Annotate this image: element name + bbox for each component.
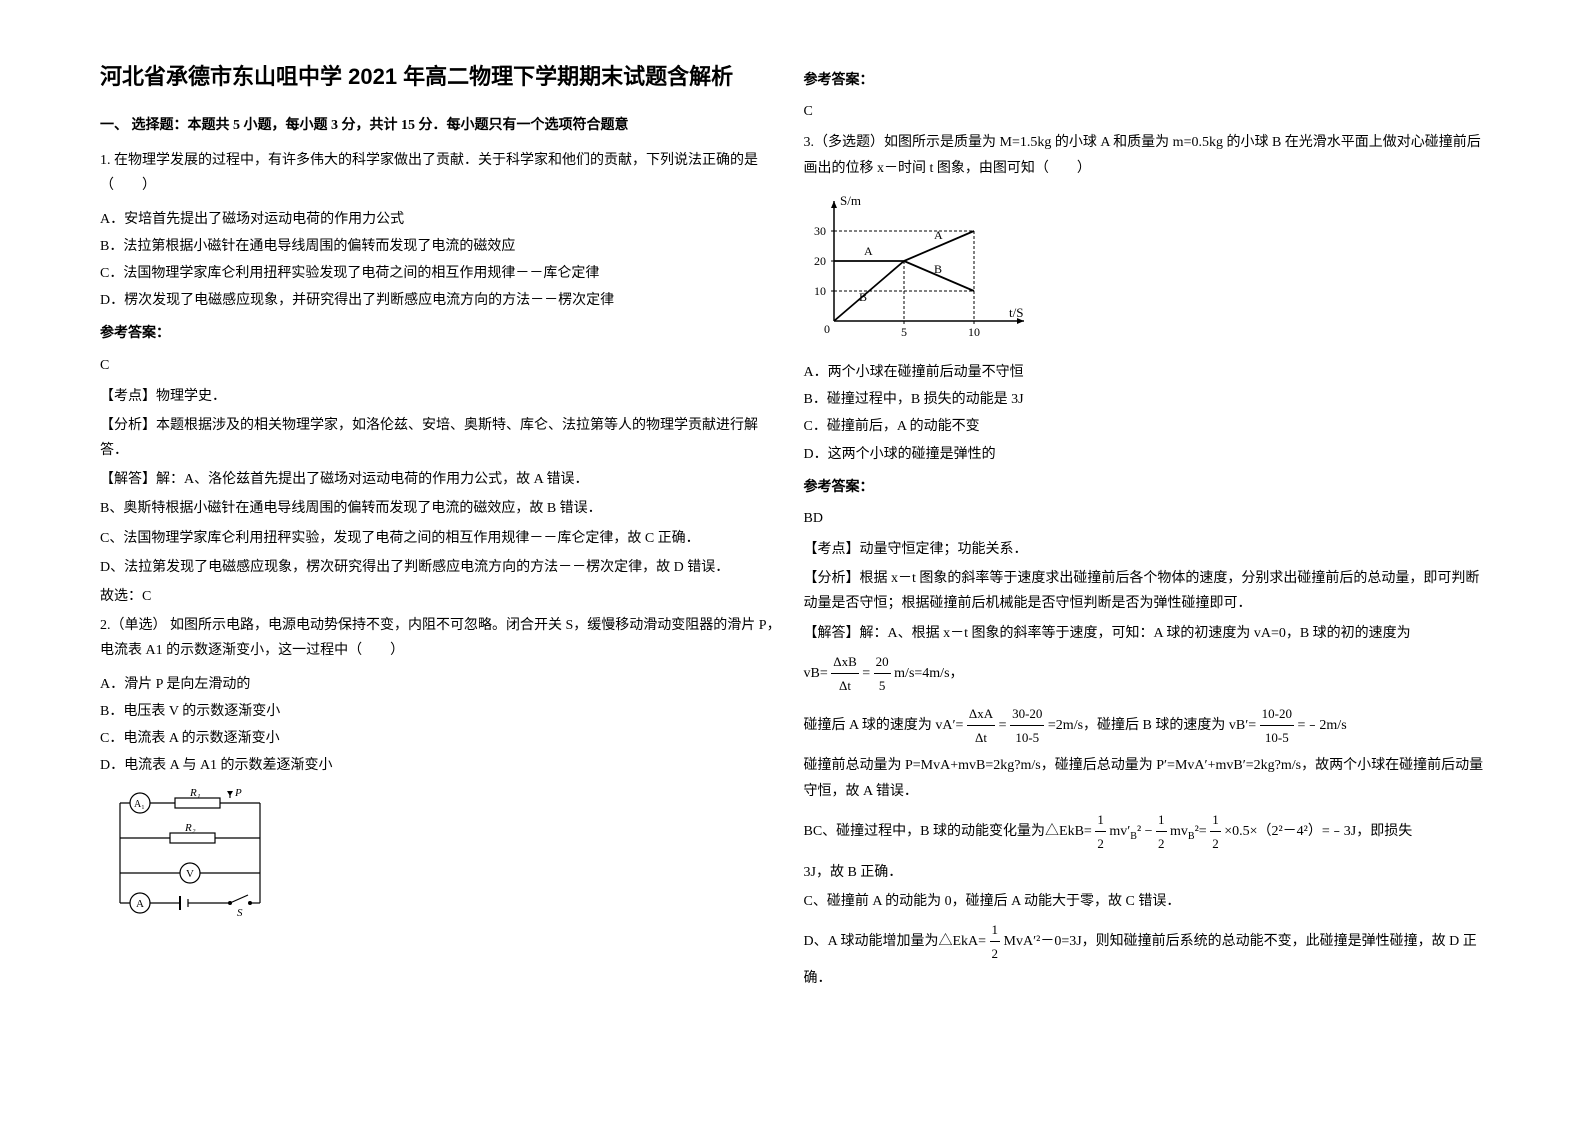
label-s: S xyxy=(237,907,243,918)
bc-calc: ×0.5×（2²－4²）=﹣3J，即损失 xyxy=(1224,824,1412,839)
vb-prime-fraction: 10-20 10-5 xyxy=(1260,702,1294,750)
q2-option-a: A．滑片 P 是向左滑动的 xyxy=(100,672,784,697)
label-p: P xyxy=(234,788,242,799)
label-line-b-before: B xyxy=(859,290,867,304)
q3-analysis: 【分析】根据 x－t 图象的斜率等于速度求出碰撞前后各个物体的速度，分别求出碰撞… xyxy=(804,566,1488,616)
q3-va-prime-formula: 碰撞后 A 球的速度为 vA′= ΔxA Δt = 30-20 10-5 =2m… xyxy=(804,702,1488,750)
q1-option-d: D．楞次发现了电磁感应现象，并研究得出了判断感应电流方向的方法－－楞次定律 xyxy=(100,288,784,313)
q2-answer: C xyxy=(804,99,1488,124)
q3-option-c: C．碰撞前后，A 的动能不变 xyxy=(804,414,1488,439)
q1-analysis: 【分析】本题根据涉及的相关物理学家，如洛伦兹、安培、奥斯特、库仑、法拉第等人的物… xyxy=(100,413,784,463)
q3-vb-formula: vB= ΔxB Δt = 20 5 m/s=4m/s， xyxy=(804,650,1488,698)
bc-half-3: 1 2 xyxy=(1210,808,1221,856)
q3-answer: BD xyxy=(804,506,1488,531)
q1-solution-d: D、法拉第发现了电磁感应现象，楞次研究得出了判断感应电流方向的方法－－楞次定律，… xyxy=(100,555,784,580)
ylabel: S/m xyxy=(840,193,861,208)
q2-option-d: D．电流表 A 与 A1 的示数差逐渐变小 xyxy=(100,753,784,778)
va-prime-fraction-1: ΔxA Δt xyxy=(967,702,995,750)
ytick-20: 20 xyxy=(814,254,826,268)
graph-figure: S/m t/S 0 10 20 30 5 10 A A xyxy=(804,191,1488,350)
q1-option-a: A．安培首先提出了磁场对运动电荷的作用力公式 xyxy=(100,207,784,232)
vb-prefix: vB= xyxy=(804,666,828,681)
label-line-b-after: B xyxy=(934,262,942,276)
q1-option-c: C．法国物理学家库仑利用扭秤实验发现了电荷之间的相互作用规律－－库仑定律 xyxy=(100,261,784,286)
q1-answer-label: 参考答案： xyxy=(100,321,784,346)
origin-label: 0 xyxy=(824,322,830,336)
question-3-stem: 3.（多选题）如图所示是质量为 M=1.5kg 的小球 A 和质量为 m=0.5… xyxy=(804,130,1488,180)
circuit-diagram: R₁ P A₁ R₂ V A S xyxy=(100,788,280,918)
label-line-a-before: A xyxy=(864,244,873,258)
q2-option-b: B．电压表 V 的示数逐渐变小 xyxy=(100,699,784,724)
bc-half-1: 1 2 xyxy=(1095,808,1106,856)
section-header: 一、 选择题：本题共 5 小题，每小题 3 分，共计 15 分．每小题只有一个选… xyxy=(100,113,784,138)
q1-solution-b: B、奥斯特根据小磁针在通电导线周围的偏转而发现了电流的磁效应，故 B 错误． xyxy=(100,496,784,521)
q3-answer-label: 参考答案： xyxy=(804,475,1488,500)
q2-option-c: C．电流表 A 的示数逐渐变小 xyxy=(100,726,784,751)
q3-d-formula: D、A 球动能增加量为△EkA= 1 2 MvA′²－0=3J，则知碰撞前后系统… xyxy=(804,918,1488,991)
label-line-a-after: A xyxy=(934,228,943,242)
right-column: 参考答案： C 3.（多选题）如图所示是质量为 M=1.5kg 的小球 A 和质… xyxy=(794,60,1498,1062)
vb-fraction-2: 20 5 xyxy=(874,650,891,698)
label-a: A xyxy=(136,898,144,910)
q3-option-b: B．碰撞过程中，B 损失的动能是 3J xyxy=(804,387,1488,412)
q1-option-b: B．法拉第根据小磁针在通电导线周围的偏转而发现了电流的磁效应 xyxy=(100,234,784,259)
q1-topic: 【考点】物理学史． xyxy=(100,384,784,409)
left-column: 河北省承德市东山咀中学 2021 年高二物理下学期期末试题含解析 一、 选择题：… xyxy=(90,60,794,1062)
ytick-30: 30 xyxy=(814,224,826,238)
q1-solution-a: 【解答】解：A、洛伦兹首先提出了磁场对运动电荷的作用力公式，故 A 错误． xyxy=(100,467,784,492)
q3-topic: 【考点】动量守恒定律；功能关系． xyxy=(804,537,1488,562)
xtick-5: 5 xyxy=(901,325,907,339)
label-r1: R₁ xyxy=(189,788,201,799)
q1-conclusion: 故选：C xyxy=(100,584,784,609)
q3-solution-a: 【解答】解：A、根据 x－t 图象的斜率等于速度，可知：A 球的初速度为 vA=… xyxy=(804,621,1488,646)
d-half: 1 2 xyxy=(990,918,1001,966)
bc-half-2: 1 2 xyxy=(1156,808,1167,856)
question-1-stem: 1. 在物理学发展的过程中，有许多伟大的科学家做出了贡献．关于科学家和他们的贡献… xyxy=(100,148,784,198)
q3-bc-result: 3J，故 B 正确． xyxy=(804,860,1488,885)
q2-answer-label: 参考答案： xyxy=(804,68,1488,93)
circuit-figure: R₁ P A₁ R₂ V A S xyxy=(100,788,784,927)
label-v: V xyxy=(186,868,194,880)
bc-mv2: mvB²= xyxy=(1170,824,1210,839)
q1-solution-c: C、法国物理学家库仑利用扭秤实验，发现了电荷之间的相互作用规律－－库仑定律，故 … xyxy=(100,526,784,551)
vb-fraction-1: ΔxB Δt xyxy=(831,650,859,698)
bc-mv1: mv′B² − xyxy=(1109,824,1156,839)
q1-answer: C xyxy=(100,353,784,378)
va-prime-fraction-2: 30-20 10-5 xyxy=(1010,702,1044,750)
q3-option-a: A．两个小球在碰撞前后动量不守恒 xyxy=(804,360,1488,385)
q3-c-result: C、碰撞前 A 的动能为 0，碰撞后 A 动能大于零，故 C 错误． xyxy=(804,889,1488,914)
xt-graph: S/m t/S 0 10 20 30 5 10 A A xyxy=(804,191,1044,341)
ytick-10: 10 xyxy=(814,284,826,298)
label-a1: A₁ xyxy=(134,799,145,810)
label-r2: R₂ xyxy=(184,822,196,834)
page-title: 河北省承德市东山咀中学 2021 年高二物理下学期期末试题含解析 xyxy=(100,60,784,93)
xlabel: t/S xyxy=(1009,305,1023,320)
xtick-10: 10 xyxy=(968,325,980,339)
q3-option-d: D．这两个小球的碰撞是弹性的 xyxy=(804,442,1488,467)
question-2-stem: 2.（单选） 如图所示电路，电源电动势保持不变，内阻不可忽略。闭合开关 S，缓慢… xyxy=(100,613,784,663)
q3-bc-formula: BC、碰撞过程中，B 球的动能变化量为△EkB= 1 2 mv′B² − 1 2… xyxy=(804,808,1488,856)
q3-momentum: 碰撞前总动量为 P=MvA+mvB=2kg?m/s，碰撞后总动量为 P′=MvA… xyxy=(804,753,1488,803)
